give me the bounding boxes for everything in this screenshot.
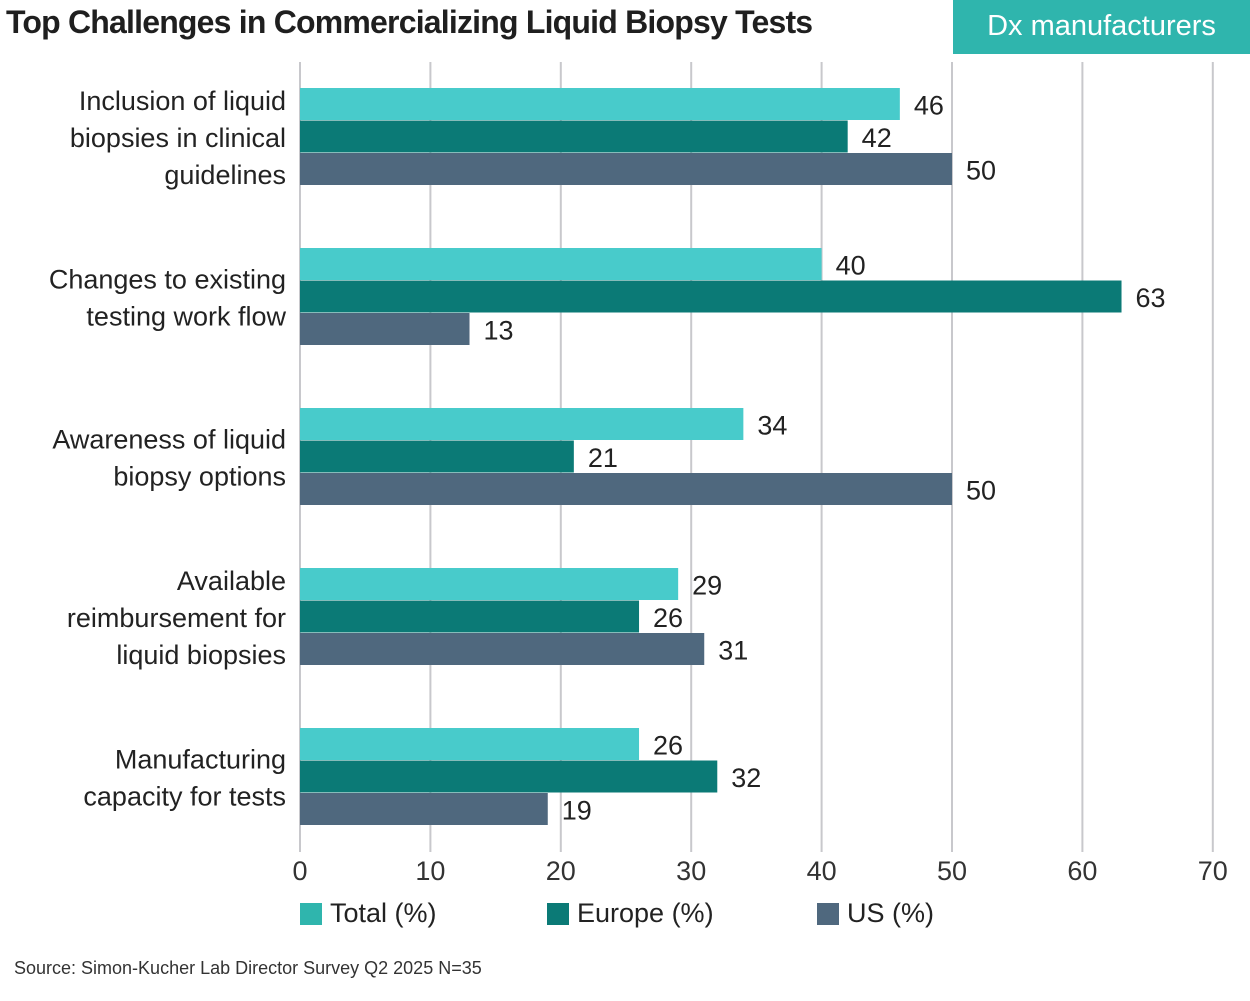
legend-item-us: US (%) <box>817 898 934 929</box>
data-label: 13 <box>484 315 514 345</box>
data-label: 42 <box>862 123 892 153</box>
category-label: Inclusion of liquid <box>79 86 286 116</box>
x-tick-label: 30 <box>676 856 706 886</box>
category-label: guidelines <box>164 160 286 190</box>
legend-swatch-europe <box>547 902 569 925</box>
bar-total <box>300 248 822 280</box>
x-tick-label: 20 <box>546 856 576 886</box>
data-label: 26 <box>653 603 683 633</box>
data-label: 63 <box>1136 283 1166 313</box>
data-label: 26 <box>653 730 683 760</box>
bar-europe <box>300 280 1122 313</box>
data-label: 19 <box>562 795 592 825</box>
x-tick-label: 0 <box>292 856 307 886</box>
bar-us <box>300 793 548 825</box>
x-tick-label: 40 <box>807 856 837 886</box>
x-tick-label: 60 <box>1067 856 1097 886</box>
category-label: Available <box>177 566 286 596</box>
category-label: Manufacturing <box>115 744 286 774</box>
data-label: 50 <box>966 475 996 505</box>
data-label: 40 <box>836 250 866 280</box>
data-label: 29 <box>692 570 722 600</box>
category-label: biopsies in clinical <box>70 123 286 153</box>
bar-total <box>300 728 640 760</box>
bar-total <box>300 408 744 440</box>
chart-title: Top Challenges in Commercializing Liquid… <box>6 4 813 40</box>
x-tick-label: 10 <box>415 856 445 886</box>
bar-us <box>300 313 470 345</box>
bar-us <box>300 633 705 665</box>
category-label: testing work flow <box>86 301 286 331</box>
legend-label-europe: Europe (%) <box>577 898 714 928</box>
source-note: Source: Simon-Kucher Lab Director Survey… <box>14 958 482 978</box>
category-label: Awareness of liquid <box>52 424 286 454</box>
legend-label-us: US (%) <box>847 898 934 928</box>
legend-label-total: Total (%) <box>330 898 437 928</box>
legend-item-total: Total (%) <box>300 898 437 929</box>
legend: Total (%) Europe (%) US (%) <box>0 898 1250 942</box>
data-label: 46 <box>914 90 944 120</box>
data-label: 50 <box>966 155 996 185</box>
category-label: capacity for tests <box>83 781 286 811</box>
bar-us <box>300 473 952 505</box>
bar-europe <box>300 120 848 153</box>
bar-europe <box>300 440 574 473</box>
data-label: 31 <box>718 635 748 665</box>
data-label: 32 <box>731 763 761 793</box>
data-label: 21 <box>588 443 618 473</box>
x-tick-label: 70 <box>1198 856 1228 886</box>
x-tick-label: 50 <box>937 856 967 886</box>
legend-swatch-us <box>817 902 839 925</box>
legend-item-europe: Europe (%) <box>547 898 714 929</box>
category-label: reimbursement for <box>67 603 286 633</box>
bar-total <box>300 88 900 120</box>
segment-badge: Dx manufacturers <box>953 0 1250 54</box>
bar-europe <box>300 760 718 793</box>
bar-europe <box>300 600 640 633</box>
bar-us <box>300 153 952 185</box>
category-label: liquid biopsies <box>116 640 286 670</box>
bar-total <box>300 568 679 600</box>
data-label: 34 <box>757 410 787 440</box>
category-label: biopsy options <box>113 461 286 491</box>
legend-swatch-total <box>300 902 322 925</box>
category-label: Changes to existing <box>49 264 286 294</box>
